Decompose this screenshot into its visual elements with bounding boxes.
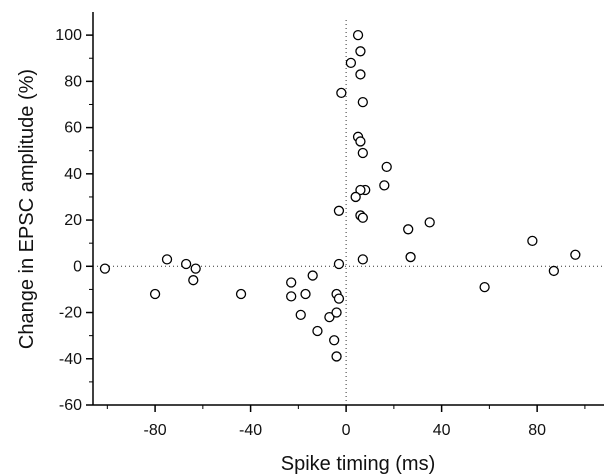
data-point: [324, 312, 335, 323]
y-tick-label: 80: [64, 73, 82, 90]
data-point: [357, 254, 368, 265]
data-point: [99, 263, 111, 274]
data-point: [149, 288, 161, 300]
data-point: [570, 249, 581, 260]
data-point: [331, 307, 342, 318]
y-tick-label: 100: [55, 27, 82, 44]
data-point: [295, 309, 306, 320]
x-tick-label: -80: [144, 422, 167, 439]
data-point: [381, 161, 392, 173]
data-point: [357, 212, 368, 223]
data-point: [379, 180, 390, 191]
data-point: [424, 217, 435, 228]
data-point: [331, 351, 342, 362]
x-tick-label: 40: [433, 422, 451, 439]
x-tick-label: -40: [239, 422, 262, 439]
data-point: [336, 87, 347, 99]
data-point: [479, 281, 490, 293]
x-axis-title: Spike timing (ms): [281, 453, 435, 475]
y-axis-title: Change in EPSC amplitude (%): [16, 69, 38, 349]
data-point: [355, 46, 366, 57]
y-tick-label: 0: [73, 258, 82, 275]
data-point: [403, 224, 414, 235]
y-tick-label: 40: [64, 166, 82, 183]
y-tick-label: -40: [59, 351, 82, 368]
x-tick-label: 80: [528, 422, 546, 439]
data-point: [355, 69, 366, 80]
data-point: [345, 57, 357, 69]
data-point: [286, 277, 297, 288]
data-point: [307, 270, 318, 281]
data-point: [300, 288, 311, 300]
plot-area: -60 -40 -20 0 20 40 60 80 100 -80 -40 0 40 80: [55, 12, 604, 439]
y-tick-label: 60: [64, 120, 82, 137]
data-points: [99, 29, 581, 362]
y-tick-label: -60: [59, 397, 82, 414]
data-point: [333, 205, 345, 216]
data-point: [357, 147, 368, 159]
y-tick-label: 20: [64, 212, 82, 229]
data-point: [180, 258, 192, 270]
y-tick-label: -20: [59, 305, 82, 322]
data-point: [548, 265, 560, 277]
data-point: [355, 184, 366, 196]
data-point: [190, 263, 201, 274]
data-point: [329, 335, 340, 346]
data-point: [161, 254, 173, 265]
data-point: [333, 258, 345, 270]
data-point: [527, 235, 538, 247]
x-axis-ticks: -80 -40 0 40 80: [106, 405, 586, 439]
data-point: [235, 288, 247, 300]
data-point: [405, 251, 416, 263]
data-point: [333, 293, 345, 304]
data-point: [286, 291, 297, 302]
x-tick-label: 0: [342, 422, 351, 439]
data-point: [357, 97, 368, 108]
data-point: [355, 136, 366, 147]
data-point: [350, 191, 361, 203]
y-axis-ticks: -60 -40 -20 0 20 40 60 80 100: [55, 27, 93, 414]
data-point: [188, 275, 199, 286]
data-point: [352, 29, 364, 41]
data-point: [312, 325, 323, 337]
